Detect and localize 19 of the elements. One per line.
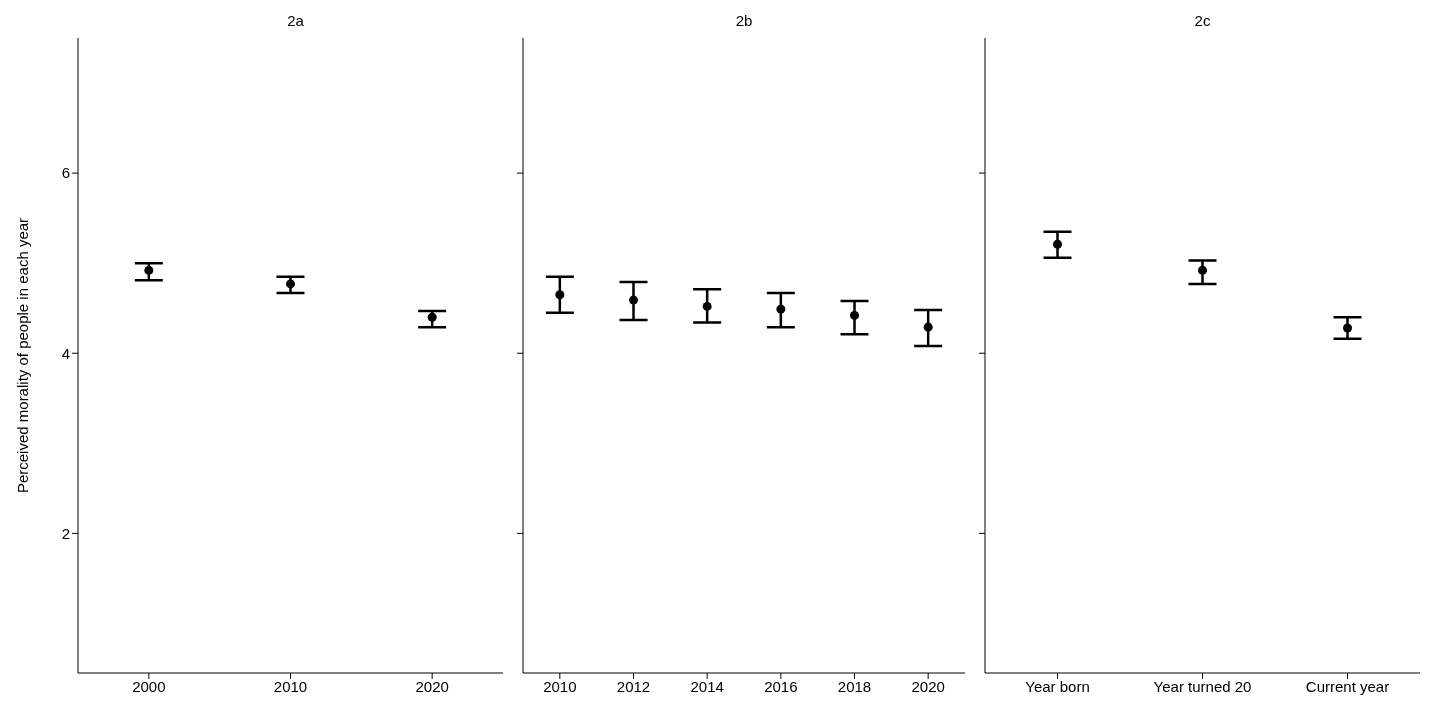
y-tick-label: 4 — [61, 344, 70, 362]
x-tick-label: 2014 — [690, 677, 724, 695]
x-tick-label: 2012 — [616, 677, 651, 695]
y-axis-title: Perceived morality of people in each year — [14, 217, 32, 494]
x-tick-label: 2020 — [415, 677, 449, 695]
x-tick-label: 2016 — [764, 677, 798, 695]
x-tick-label: 2020 — [911, 677, 945, 695]
x-tick-label: 2010 — [543, 677, 577, 695]
x-tick-label: Current year — [1305, 677, 1390, 695]
x-tick-label: Year born — [1025, 677, 1090, 695]
y-tick-label: 2 — [61, 524, 70, 542]
y-tick-label: 6 — [61, 164, 70, 182]
x-tick-label: 2000 — [132, 677, 166, 695]
x-tick-label: 2010 — [273, 677, 308, 695]
x-tick-label: Year turned 20 — [1153, 677, 1252, 695]
chart-title: 2b — [735, 12, 753, 29]
x-tick-label: 2018 — [837, 677, 872, 695]
chart-title: 2c — [1194, 12, 1211, 29]
chart-title: 2a — [287, 12, 305, 29]
